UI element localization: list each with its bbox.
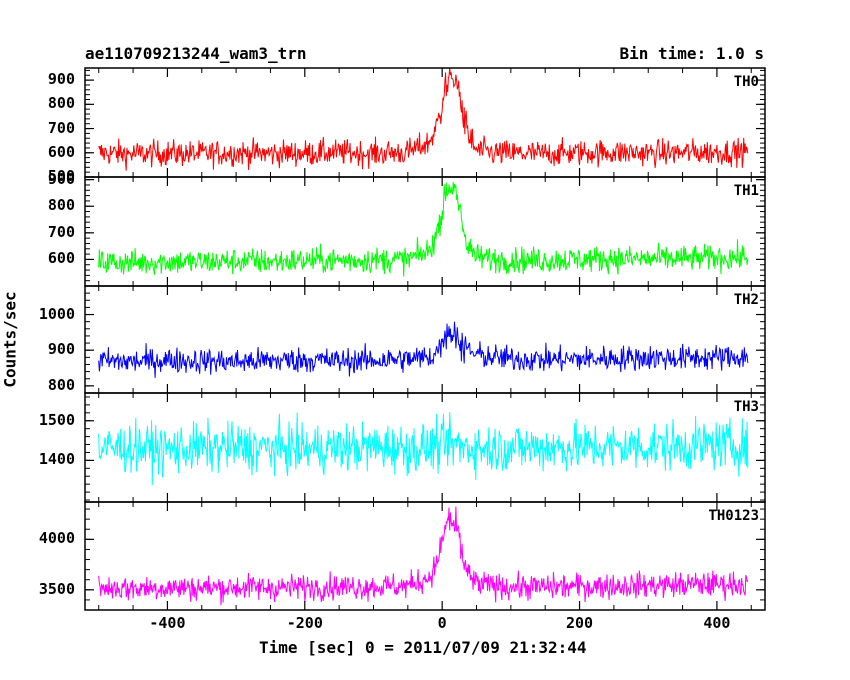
panel-frame-th0123: [84, 501, 766, 611]
series-label-th2: TH2: [733, 292, 759, 308]
y-tick-label: 900: [47, 70, 75, 89]
y-tick-label: 800: [47, 94, 75, 113]
y-tick-label: 1400: [38, 450, 75, 469]
y-tick-label: 900: [47, 340, 75, 359]
chart-title: ae110709213244_wam3_trn: [85, 44, 307, 63]
trace-th0123: [98, 506, 749, 606]
y-tick-label: 800: [47, 196, 75, 215]
y-tick-label: 700: [47, 222, 75, 241]
y-tick-label: 4000: [38, 529, 75, 548]
y-tick-label: 600: [47, 249, 75, 268]
trace-th3: [98, 412, 749, 486]
panel-frame-th1: [84, 176, 766, 287]
y-tick-label: 600: [47, 142, 75, 161]
y-tick-label: 500: [47, 167, 75, 185]
series-label-th0: TH0: [733, 74, 759, 90]
trace-th2: [98, 321, 749, 378]
panel-frames: [84, 67, 766, 611]
series-label-th3: TH3: [733, 399, 759, 415]
y-tick-label: 900: [47, 169, 75, 188]
x-axis-label: Time [sec] 0 = 2011/07/09 21:32:44: [259, 638, 587, 657]
y-tick-label: 1500: [38, 410, 75, 429]
trace-th1: [98, 181, 749, 277]
y-tick-label: 800: [47, 375, 75, 394]
series-label-th0123: TH0123: [708, 508, 759, 524]
y-tick-label: 700: [47, 118, 75, 137]
x-tick-label: -400: [149, 614, 186, 632]
light-curve-traces: [98, 67, 749, 606]
series-label-th1: TH1: [733, 183, 759, 199]
x-tick-label: 0: [437, 614, 447, 632]
panel-frame-th0: [84, 67, 766, 178]
y-tick-label: 3500: [38, 579, 75, 598]
y-axis-label: Counts/sec: [0, 291, 20, 388]
x-tick-label: -200: [286, 614, 323, 632]
trace-th0: [98, 67, 749, 171]
x-tick-label: 200: [565, 614, 594, 632]
axis-ticks: [85, 68, 765, 611]
x-tick-label: 400: [703, 614, 731, 632]
panel-frame-th2: [84, 285, 766, 394]
y-tick-label: 1000: [38, 304, 75, 323]
bin-time-label: Bin time: 1.0 s: [619, 44, 765, 63]
